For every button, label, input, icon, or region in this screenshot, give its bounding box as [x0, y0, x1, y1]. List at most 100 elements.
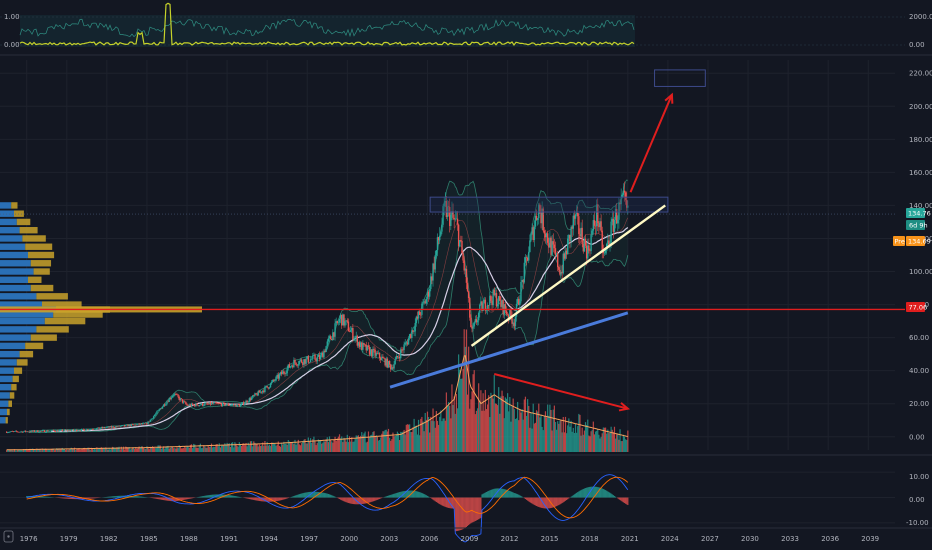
candle-body — [533, 226, 536, 240]
candle-body — [144, 423, 146, 424]
volume-bar — [374, 436, 376, 452]
candle-body — [239, 404, 242, 407]
candle-body — [50, 430, 52, 432]
macd-histogram-bar — [380, 497, 382, 499]
candle-body — [442, 206, 444, 225]
macd-histogram-bar — [405, 490, 407, 498]
profile-bar-gold — [44, 317, 86, 325]
profile-bar-blue — [0, 400, 9, 407]
volume-bar — [550, 409, 552, 452]
volume-bar — [461, 378, 463, 452]
settings-icon[interactable] — [3, 530, 14, 543]
volume-bar — [584, 422, 587, 452]
candle-body — [342, 314, 344, 326]
candle-body — [481, 301, 483, 311]
candle-body — [463, 260, 465, 271]
arrow-down-head — [618, 402, 631, 412]
volume-bar — [514, 419, 517, 452]
macd-histogram-bar — [427, 496, 430, 498]
volume-bar — [56, 448, 58, 452]
macd-histogram-bar — [610, 493, 612, 498]
candle-body — [280, 372, 283, 375]
candle-body — [215, 402, 217, 404]
volume-bar — [46, 449, 48, 452]
macd-histogram-bar — [568, 497, 570, 499]
volume-bar — [434, 427, 436, 452]
candle-body — [230, 404, 233, 406]
candle-body — [101, 427, 104, 429]
candle-body — [254, 393, 256, 396]
candle-body — [195, 403, 197, 407]
volume-bar — [423, 431, 425, 452]
volume-bar — [412, 427, 414, 452]
candle-body — [63, 429, 66, 431]
candle-body — [359, 342, 362, 347]
volume-bar — [552, 409, 554, 452]
macd-histogram-bar — [560, 497, 562, 504]
candle-body — [111, 426, 114, 428]
candle-body — [249, 398, 252, 401]
volume-bar — [293, 444, 295, 452]
volume-bar — [122, 446, 125, 452]
macd-histogram-bar — [559, 497, 561, 505]
volume-bar — [209, 446, 211, 452]
volume-bar — [426, 411, 429, 452]
volume-bar — [116, 447, 118, 452]
macd-histogram-bar — [532, 497, 534, 505]
macd-histogram-bar — [171, 497, 174, 502]
macd-histogram-bar — [259, 497, 262, 502]
macd-histogram-bar — [87, 497, 89, 499]
volume-bar — [511, 406, 513, 452]
volume-bar — [244, 445, 246, 452]
macd-histogram-bar — [604, 490, 607, 498]
candle-body — [323, 350, 325, 358]
candle-body — [414, 323, 416, 332]
volume-bar — [41, 448, 43, 452]
macd-histogram-bar — [396, 492, 399, 498]
candle-body — [172, 394, 175, 396]
volume-bar — [347, 442, 350, 452]
macd-histogram-bar — [170, 497, 173, 502]
macd-histogram-bar — [306, 492, 308, 498]
macd-histogram-bar — [326, 493, 328, 498]
top-oscillator-line — [19, 18, 635, 38]
time-tick-label: 1991 — [220, 535, 238, 543]
price-tick: 40.00 — [909, 367, 929, 375]
candle-body — [504, 304, 507, 311]
volume-bar — [146, 446, 148, 452]
volume-bar — [417, 419, 420, 452]
candle-body — [102, 427, 105, 429]
macd-histogram-bar — [343, 497, 345, 502]
profile-bar-blue — [0, 392, 10, 399]
candle-body — [601, 230, 603, 252]
macd-histogram-bar — [272, 497, 274, 502]
profile-bar-blue — [0, 326, 37, 333]
macd-histogram-bar — [564, 497, 567, 501]
volume-bar — [105, 447, 107, 452]
candle-body — [578, 216, 580, 235]
candle-body — [382, 356, 384, 359]
macd-histogram-bar — [407, 490, 410, 498]
candle-body — [550, 237, 552, 255]
volume-bar — [446, 405, 449, 452]
candle-body — [263, 390, 265, 392]
candle-body — [493, 289, 495, 296]
candle-body — [8, 432, 10, 433]
macd-histogram-bar — [205, 495, 207, 498]
volume-bar — [106, 447, 108, 452]
candle-body — [276, 374, 278, 377]
volume-bar — [579, 414, 581, 452]
macd-histogram-bar — [612, 495, 614, 498]
volume-bar — [425, 419, 427, 452]
candle-body — [464, 268, 467, 271]
macd-histogram-bar — [509, 490, 511, 498]
volume-bar — [161, 447, 164, 452]
macd-histogram-bar — [562, 497, 564, 503]
candle-body — [553, 244, 556, 249]
candle-body — [78, 430, 80, 432]
candle-body — [471, 327, 473, 329]
candle-body — [611, 218, 613, 222]
volume-bar — [608, 433, 610, 452]
volume-bar — [443, 418, 445, 452]
